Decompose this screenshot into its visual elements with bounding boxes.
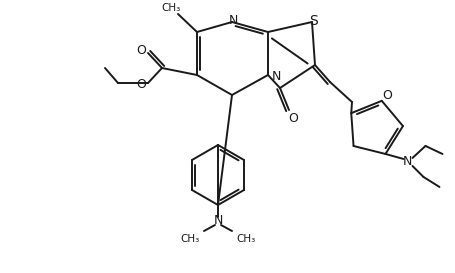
Text: O: O	[382, 89, 392, 102]
Text: N: N	[403, 155, 412, 168]
Text: O: O	[136, 78, 146, 91]
Text: S: S	[309, 14, 318, 28]
Text: N: N	[271, 70, 281, 84]
Text: CH₃: CH₃	[237, 234, 256, 244]
Text: O: O	[136, 43, 146, 57]
Text: CH₃: CH₃	[180, 234, 200, 244]
Text: N: N	[213, 215, 222, 227]
Text: CH₃: CH₃	[162, 3, 181, 13]
Text: N: N	[228, 14, 238, 28]
Text: O: O	[288, 111, 298, 124]
